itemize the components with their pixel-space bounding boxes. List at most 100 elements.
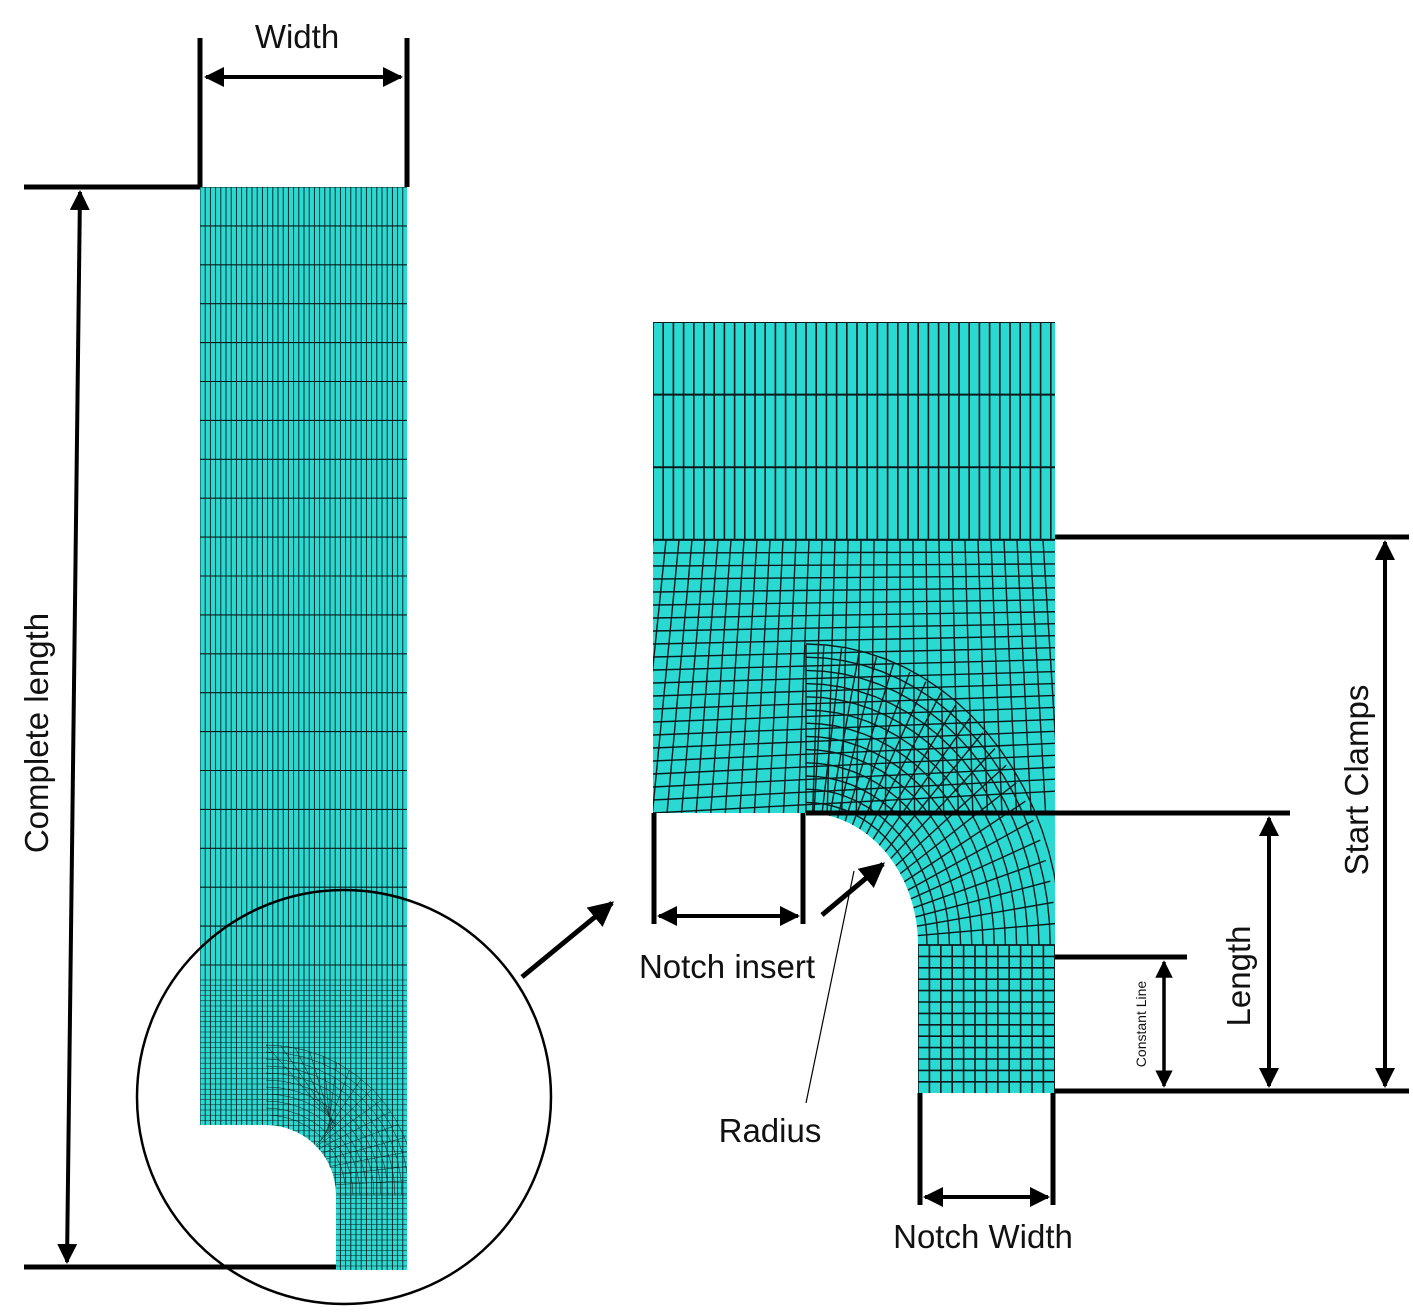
mesh-line [653, 551, 1055, 554]
mesh-line [805, 775, 951, 946]
mesh-line [899, 782, 1017, 875]
mesh-line [653, 587, 1055, 593]
mesh-line [805, 762, 962, 946]
mesh-line [805, 669, 1040, 946]
width-dimension [197, 38, 410, 187]
mesh-line [265, 1107, 354, 1196]
mesh-line [323, 1070, 350, 1137]
mesh-line [813, 645, 825, 814]
mesh-line [805, 801, 928, 946]
mesh-line [265, 1051, 407, 1196]
mesh-line [265, 1058, 403, 1196]
mesh-line [805, 696, 1018, 946]
mesh-line [829, 651, 860, 817]
mesh-line [964, 539, 974, 814]
width-label: Width [255, 18, 339, 55]
mesh-line [653, 539, 680, 814]
mesh-line [265, 1065, 396, 1196]
mesh-line [265, 1100, 361, 1196]
full-specimen-mesh [200, 187, 407, 1270]
mesh-line [724, 539, 745, 814]
mesh-line [990, 539, 1003, 814]
mesh-line [805, 643, 1055, 946]
mesh-line [710, 539, 732, 814]
mesh-line [265, 1086, 375, 1196]
mesh-line [653, 563, 1055, 567]
mesh-line [653, 611, 1055, 619]
mesh-line [653, 694, 1055, 710]
mesh-line [884, 732, 984, 853]
mesh-line [859, 681, 927, 830]
mesh-line [768, 539, 784, 814]
mesh-line [878, 717, 971, 846]
mesh-line [938, 539, 945, 814]
mesh-line [319, 1078, 362, 1142]
radius-leader [805, 870, 855, 1104]
mesh-line [821, 647, 843, 815]
mesh-line [653, 634, 1055, 645]
mesh-line [310, 1099, 383, 1151]
mesh-line [653, 646, 1055, 658]
constant-line-label: Constant Line [1133, 981, 1149, 1068]
complete-length-arrow [57, 190, 90, 1264]
mesh-line [327, 1062, 337, 1134]
mesh-line [653, 539, 654, 814]
mesh-line [1016, 539, 1032, 814]
mesh-line [805, 748, 973, 946]
mesh-line [890, 748, 996, 860]
mesh-line [805, 656, 1051, 946]
mesh-line [653, 658, 1055, 671]
mesh-line [872, 704, 957, 840]
mesh-line [925, 539, 930, 814]
mesh-line [805, 788, 939, 946]
mesh-line [265, 1072, 389, 1196]
mesh-line [265, 1044, 407, 1196]
mesh-line [680, 539, 706, 814]
mesh-line [304, 1111, 391, 1157]
full-specimen-mesh-lines [200, 187, 407, 1270]
mesh-line [1042, 539, 1055, 814]
mesh-line [912, 539, 916, 814]
zoomed-notch-mesh-lines [653, 322, 1055, 1093]
mesh-line [805, 709, 1007, 946]
mesh-line [851, 671, 911, 826]
notch-width-label: Notch Width [893, 1218, 1073, 1255]
mesh-line [805, 722, 995, 946]
mesh-line [913, 859, 1047, 909]
mesh-line [315, 1088, 373, 1146]
mesh-line [653, 718, 1055, 736]
mesh-line [753, 539, 771, 814]
mesh-line [910, 839, 1041, 900]
mesh-line [844, 663, 895, 822]
radius-label: Radius [719, 1112, 822, 1149]
zoomed-notch-body [653, 322, 1055, 1093]
mesh-line [295, 1047, 335, 1127]
mesh-line [811, 539, 823, 814]
notch-width-dimension [917, 1093, 1056, 1207]
mesh-line [653, 706, 1055, 723]
mesh-line [895, 764, 1007, 867]
zoomed-notch-mesh [653, 322, 1055, 1093]
mesh-line [977, 539, 989, 814]
complete-length-label: Complete length [18, 613, 55, 853]
mesh-line [915, 880, 1051, 918]
mesh-line [907, 819, 1034, 891]
mesh-line [265, 1079, 382, 1196]
notch-insert-dimension [651, 813, 806, 926]
mesh-line [666, 539, 693, 814]
mesh-line [265, 1114, 347, 1196]
mesh-line [739, 539, 758, 814]
complete-length-dimension [24, 184, 336, 1270]
radius-arrow [820, 862, 885, 917]
mesh-line [653, 599, 1055, 606]
mesh-line [916, 901, 1054, 927]
mesh-line [836, 656, 878, 819]
mesh-line [653, 539, 667, 814]
mesh-line [695, 539, 719, 814]
mesh-line [265, 1093, 368, 1196]
mesh-line [653, 575, 1055, 580]
mesh-line [653, 623, 1055, 632]
zoom-arrow [520, 901, 614, 979]
mesh-line [917, 922, 1055, 937]
mesh-line [805, 735, 984, 946]
